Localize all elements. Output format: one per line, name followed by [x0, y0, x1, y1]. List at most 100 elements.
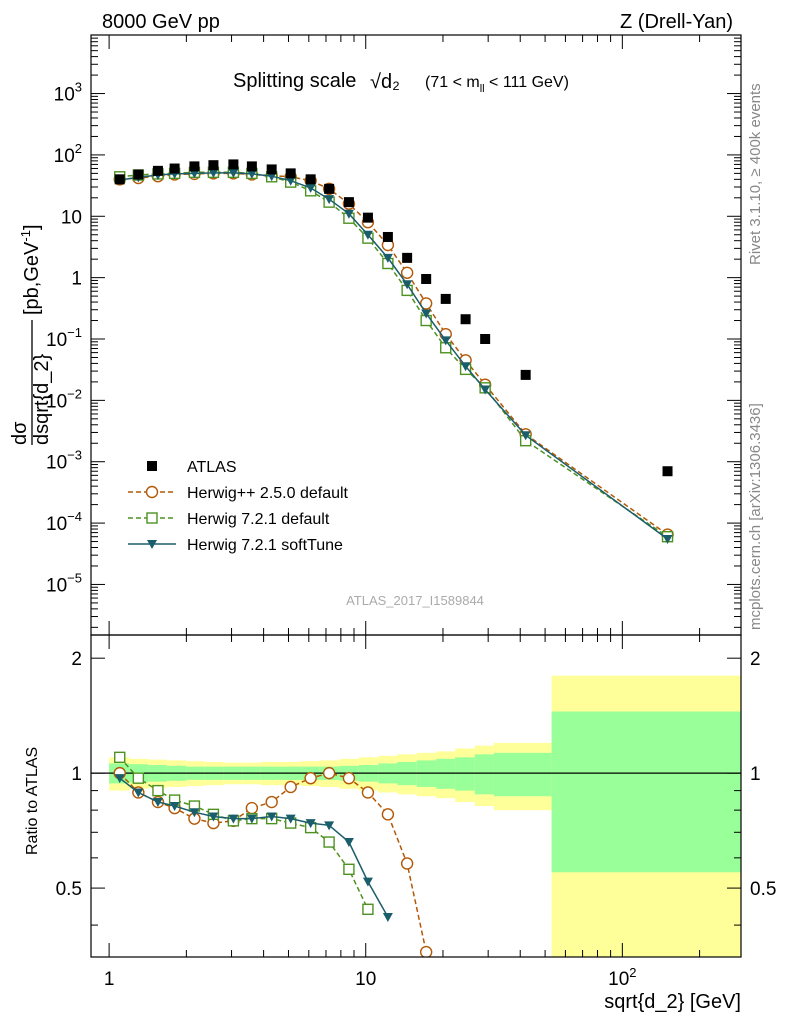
point-0-21: [662, 466, 673, 477]
ratio-uncertainty-bands: [91, 675, 741, 957]
header-left: 8000 GeV pp: [102, 11, 220, 33]
legend-marker-0: [147, 461, 157, 471]
point-0-4: [189, 161, 200, 172]
point-0-6: [228, 159, 239, 170]
y-tick-label-8: 103: [54, 80, 82, 106]
band-inner-17: [436, 758, 456, 789]
ratio-point-2-7: [246, 814, 257, 824]
title-range: (71 < mll < 111 GeV): [425, 74, 569, 95]
header-right: Z (Drell-Yan): [620, 11, 733, 33]
point-0-10: [305, 174, 316, 185]
ratio-point-2-11: [324, 821, 335, 831]
y-tick-label-5: 1: [71, 269, 82, 290]
series-line-3: [119, 172, 668, 540]
ratio-point-0-11: [322, 766, 336, 780]
axes: 1 10 102 10−5 10−4 10−3 10−2 10−1 1 10 102 103 0.5 0.…: [46, 34, 776, 990]
legend-entry-3: Herwig 7.2.1 softTune: [128, 537, 343, 554]
point-3-4: [189, 169, 200, 179]
point-0-16: [421, 274, 432, 285]
series-line-2: [119, 171, 668, 538]
ylabel-numerator: dσ: [9, 421, 31, 445]
ratio-y-tick-label-0: 0.5: [56, 879, 82, 900]
ratio-point-2-14: [382, 913, 393, 923]
main-ylabel: dσ dsqrt{d_2} [pb,GeV-1]: [9, 224, 53, 445]
ylabel-unit: [pb,GeV-1]: [18, 224, 43, 315]
ratio-frame: [90, 634, 742, 958]
main-title: Splitting scale √d₂ (71 < mll < 111 GeV): [233, 70, 569, 95]
band-inner-21: [551, 711, 741, 873]
point-3-11: [324, 195, 335, 205]
y-tick-label-7: 102: [54, 141, 82, 167]
ratio-point-0-13: [361, 786, 375, 799]
ratio-point-1-0: [114, 751, 126, 764]
xlabel: sqrt{d_2} [GeV]: [604, 991, 741, 1013]
ratio-point-2-1: [133, 788, 144, 798]
legend-entry-0: ATLAS: [147, 459, 237, 476]
ratio-point-0-12: [342, 771, 356, 785]
point-0-8: [266, 164, 277, 175]
ratio-point-2-10: [305, 819, 316, 829]
ratio-series-2: [114, 774, 393, 923]
point-3-14: [382, 253, 393, 263]
legend: ATLAS Herwig++ 2.5.0 default Herwig 7.2.1 …: [128, 459, 349, 554]
point-0-11: [324, 183, 335, 194]
x-tick-label-0: 1: [104, 969, 115, 990]
point-3-18: [460, 362, 471, 372]
ratio-y-tick-label-2: 2: [71, 649, 82, 670]
point-3-19: [480, 385, 491, 395]
point-0-5: [208, 160, 219, 171]
ratio-point-0-16: [419, 945, 433, 957]
point-0-18: [460, 314, 471, 325]
point-3-5: [208, 168, 219, 178]
point-3-6: [228, 168, 239, 178]
ratio-point-1-2: [152, 784, 164, 797]
analysis-watermark: ATLAS_2017_I1589844: [346, 593, 484, 608]
ratio-y-tick-label-right-0: 0.5: [750, 879, 776, 900]
ratio-point-1-13: [362, 903, 374, 915]
legend-marker-1: [145, 485, 159, 499]
ratio-ylabel: Ratio to ATLAS: [24, 747, 41, 855]
ratio-point-2-5: [208, 812, 219, 822]
ratio-point-2-6: [228, 814, 239, 824]
ratio-point-1-11: [323, 836, 335, 848]
rivet-label: Rivet 3.1.10, ≥ 400k events: [747, 83, 764, 265]
point-0-3: [169, 163, 180, 174]
ratio-point-1-1: [132, 772, 145, 784]
legend-entry-1: Herwig++ 2.5.0 default: [128, 485, 349, 502]
y-tick-label-4: 10−1: [46, 325, 82, 351]
ylabel-denominator: dsqrt{d_2}: [31, 353, 53, 445]
band-inner-19: [474, 754, 494, 795]
band-inner-20: [493, 752, 552, 797]
point-0-1: [133, 169, 144, 180]
point-0-15: [402, 252, 413, 263]
point-3-13: [362, 230, 373, 240]
ratio-point-0-15: [400, 857, 414, 870]
point-3-15: [402, 280, 413, 290]
legend-marker-2: [146, 512, 158, 524]
ratio-point-2-13: [362, 877, 373, 887]
ratio-point-0-7: [245, 801, 259, 815]
ratio-point-0-10: [304, 771, 317, 785]
band-inner-18: [455, 757, 475, 791]
point-0-19: [480, 333, 491, 344]
point-3-7: [246, 169, 257, 179]
y-tick-label-1: 10−4: [46, 509, 82, 535]
legend-label-2: Herwig 7.2.1 default: [187, 511, 330, 528]
point-3-8: [266, 172, 277, 182]
ratio-point-1-12: [343, 863, 355, 875]
point-1-15: [400, 266, 414, 279]
y-tick-label-6: 10: [61, 207, 82, 228]
legend-label-1: Herwig++ 2.5.0 default: [187, 485, 349, 502]
ratio-y-tick-label-1: 1: [71, 764, 82, 785]
point-3-16: [421, 309, 432, 319]
ratio-point-2-9: [285, 814, 296, 824]
x-tick-label-2: 102: [608, 965, 636, 990]
ratio-point-0-8: [265, 795, 278, 809]
ratio-y-tick-label-right-1: 1: [750, 764, 761, 785]
point-0-0: [114, 174, 125, 185]
point-3-17: [440, 336, 451, 346]
point-0-17: [440, 293, 451, 304]
title-math: √d₂: [370, 71, 400, 93]
y-tick-label-0: 10−5: [46, 570, 82, 596]
